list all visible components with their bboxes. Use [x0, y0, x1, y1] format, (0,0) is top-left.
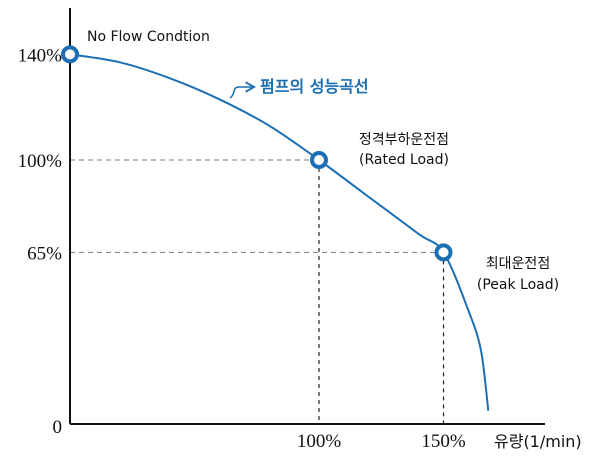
axes — [69, 8, 545, 425]
tick-labels: 0 65% 100% 140% 100% 150% — [18, 45, 466, 452]
curve-layer — [69, 53, 490, 411]
key-point-marker — [310, 151, 328, 169]
y-tick-label: 140% — [18, 45, 63, 66]
key-point-label: (Rated Load) — [359, 152, 449, 168]
key-point-annotations: No Flow Condtion 정격부하운전점 (Rated Load) 최대운전점… — [87, 29, 559, 293]
key-point-label: No Flow Condtion — [87, 29, 210, 45]
x-tick-label: 150% — [421, 431, 466, 452]
origin-label: 0 — [53, 417, 63, 438]
y-tick-label: 100% — [18, 151, 63, 172]
guide-lines — [70, 159, 445, 424]
key-point-marker — [434, 243, 453, 262]
x-axis-title: 유량(1/min) — [494, 432, 582, 451]
curve-name-label: 펌프의 성능곡선 — [260, 77, 369, 96]
key-point-label: 최대운전점 — [486, 256, 550, 272]
key-point-label: (Peak Load) — [477, 277, 559, 293]
y-tick-label: 65% — [27, 243, 62, 264]
pump-performance-curve — [69, 53, 490, 411]
key-point-label: 정격부하운전점 — [359, 132, 449, 148]
curve-pointer-arrow — [229, 81, 256, 99]
key-point-marker — [61, 45, 79, 64]
key-point-markers — [61, 45, 453, 262]
curve-name-callout: 펌프의 성능곡선 — [229, 77, 369, 99]
x-tick-label: 100% — [297, 431, 342, 452]
